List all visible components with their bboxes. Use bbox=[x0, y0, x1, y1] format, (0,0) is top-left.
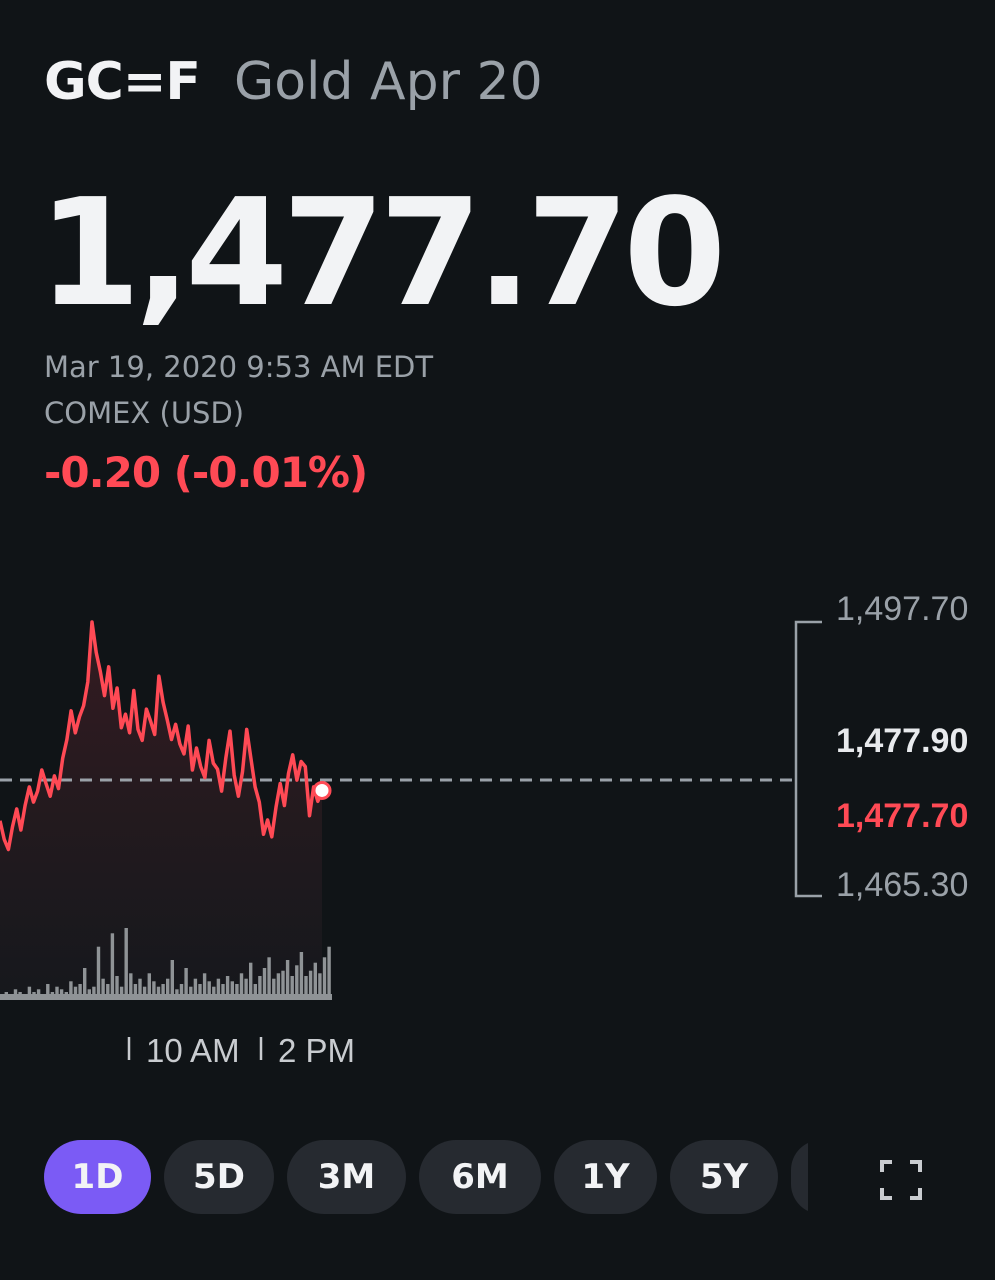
volume-bar bbox=[64, 992, 68, 1000]
volume-bar bbox=[184, 968, 188, 1000]
volume-bar bbox=[244, 978, 248, 1000]
price-change: -0.20 (-0.01%) bbox=[44, 448, 368, 497]
range-1d-button[interactable]: 1D bbox=[44, 1140, 151, 1214]
current-price: 1,477.70 bbox=[38, 167, 726, 339]
volume-bar bbox=[267, 957, 271, 1000]
range-6m-button[interactable]: 6M bbox=[419, 1140, 541, 1214]
price-chart[interactable]: 1,497.70 1,477.90 1,477.70 1,465.30 10 A… bbox=[0, 560, 995, 1080]
volume-bar bbox=[308, 970, 313, 1000]
volume-bar bbox=[87, 989, 91, 1000]
volume-bar bbox=[235, 984, 239, 1000]
volume-bar bbox=[92, 986, 96, 1000]
volume-bar bbox=[69, 981, 73, 1000]
exchange-label: COMEX (USD) bbox=[44, 396, 245, 430]
volume-bar bbox=[156, 986, 161, 1000]
quote-header: GC=F Gold Apr 20 bbox=[44, 52, 543, 112]
volume-bar bbox=[36, 989, 41, 1000]
volume-bar bbox=[106, 984, 110, 1000]
volume-bar bbox=[313, 962, 317, 1000]
current-price-dot bbox=[312, 780, 332, 800]
volume-bar bbox=[9, 997, 13, 1000]
volume-bar bbox=[13, 989, 18, 1000]
volume-bar bbox=[133, 984, 138, 1000]
fullscreen-icon[interactable] bbox=[880, 1160, 922, 1200]
volume-bar bbox=[281, 970, 285, 1000]
volume-bar bbox=[32, 992, 36, 1000]
x-label-10am: 10 AM bbox=[146, 1032, 240, 1069]
volume-bar bbox=[41, 994, 45, 1000]
volume-bar bbox=[83, 968, 87, 1000]
range-5y-button[interactable]: 5Y bbox=[670, 1140, 778, 1214]
volume-bar bbox=[225, 976, 230, 1000]
volume-bar bbox=[290, 976, 294, 1000]
volume-bar bbox=[272, 978, 276, 1000]
volume-bar bbox=[50, 992, 55, 1000]
volume-bar bbox=[4, 992, 8, 1000]
y-label-current: 1,477.70 bbox=[836, 797, 968, 835]
volume-bar bbox=[193, 978, 198, 1000]
volume-bar bbox=[78, 984, 82, 1000]
volume-bar bbox=[249, 962, 253, 1000]
instrument-name: Gold Apr 20 bbox=[233, 52, 543, 112]
volume-bar bbox=[115, 976, 119, 1000]
volume-bar bbox=[262, 968, 267, 1000]
volume-bar bbox=[179, 984, 184, 1000]
volume-bar bbox=[239, 973, 244, 1000]
volume-bar bbox=[299, 952, 304, 1000]
range-5d-button[interactable]: 5D bbox=[164, 1140, 274, 1214]
volume-bar bbox=[258, 976, 262, 1000]
volume-bar bbox=[18, 992, 22, 1000]
volume-bar bbox=[166, 978, 170, 1000]
volume-bar bbox=[124, 928, 128, 1000]
range-more-button[interactable] bbox=[791, 1140, 808, 1214]
volume-bar bbox=[73, 986, 78, 1000]
volume-bar bbox=[212, 986, 216, 1000]
y-range-bracket bbox=[794, 620, 822, 898]
volume-bar bbox=[142, 986, 147, 1000]
volume-bar bbox=[161, 984, 165, 1000]
y-label-prev-close: 1,477.90 bbox=[836, 722, 968, 760]
volume-bar bbox=[110, 933, 115, 1000]
volume-bar bbox=[327, 946, 331, 1000]
volume-bar bbox=[138, 978, 142, 1000]
volume-bar bbox=[322, 957, 327, 1000]
volume-bar bbox=[285, 960, 290, 1000]
volume-bar bbox=[46, 984, 50, 1000]
range-3m-button[interactable]: 3M bbox=[287, 1140, 406, 1214]
y-label-high: 1,497.70 bbox=[836, 590, 968, 628]
volume-bar bbox=[147, 973, 151, 1000]
volume-bar bbox=[189, 986, 193, 1000]
volume-bar bbox=[207, 981, 211, 1000]
volume-bar bbox=[27, 986, 32, 1000]
volume-bar bbox=[216, 978, 221, 1000]
volume-bar bbox=[175, 989, 179, 1000]
volume-bar bbox=[0, 994, 4, 1000]
volume-bar bbox=[170, 960, 174, 1000]
volume-bar bbox=[202, 973, 207, 1000]
volume-bar bbox=[55, 986, 59, 1000]
price-line bbox=[0, 620, 324, 852]
quote-timestamp: Mar 19, 2020 9:53 AM EDT bbox=[44, 350, 434, 384]
volume-bar bbox=[101, 978, 105, 1000]
x-label-2pm: 2 PM bbox=[278, 1032, 355, 1069]
volume-bar bbox=[253, 984, 257, 1000]
volume-bar bbox=[276, 973, 281, 1000]
volume-bar bbox=[129, 973, 133, 1000]
range-1y-button[interactable]: 1Y bbox=[554, 1140, 657, 1214]
volume-bar bbox=[59, 989, 64, 1000]
volume-bar bbox=[23, 994, 27, 1000]
volume-bar bbox=[152, 981, 156, 1000]
ticker-symbol: GC=F bbox=[44, 52, 201, 112]
y-label-low: 1,465.30 bbox=[836, 866, 968, 904]
time-range-selector: 1D 5D 3M 6M 1Y 5Y bbox=[44, 1140, 808, 1214]
volume-bar bbox=[318, 973, 322, 1000]
volume-bar bbox=[304, 976, 308, 1000]
volume-bars bbox=[0, 928, 332, 1000]
volume-bar bbox=[96, 946, 101, 1000]
volume-bar bbox=[221, 984, 225, 1000]
volume-bar bbox=[119, 986, 124, 1000]
volume-bar bbox=[198, 984, 202, 1000]
volume-bar bbox=[230, 981, 234, 1000]
volume-bar bbox=[295, 965, 299, 1000]
